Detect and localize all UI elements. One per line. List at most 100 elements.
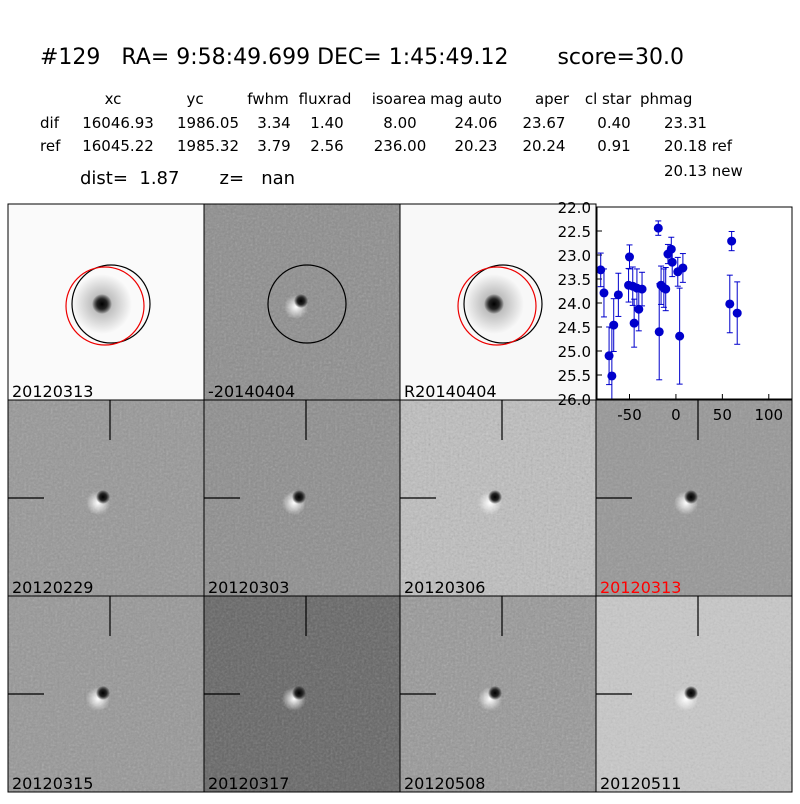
distance: dist= 1.87 z= nan: [80, 168, 295, 189]
table-extra: 20.13 new: [664, 162, 743, 180]
table-cell: 23.67: [523, 114, 566, 132]
stamp: 20120306: [399, 399, 597, 597]
y-tick-label: 22.0: [558, 199, 591, 217]
stamp-label: 20120511: [600, 774, 681, 793]
point: [607, 371, 617, 381]
point: [609, 320, 619, 330]
point: [732, 308, 742, 318]
table: xc yc fwhm fluxrad isoarea mag auto aper cl sta…: [40, 90, 743, 180]
point: [666, 244, 676, 254]
source: [292, 686, 306, 700]
stamp: 20120511: [595, 595, 793, 793]
column-header: fluxrad: [299, 90, 352, 108]
stamp-label: -20140404: [208, 382, 295, 401]
point: [667, 257, 677, 267]
table-cell: 20.18 ref: [664, 137, 733, 155]
table-cell: 1985.32: [177, 137, 239, 155]
point: [727, 236, 737, 246]
stamp-label: 20120313: [12, 382, 93, 401]
table-cell: 20.23: [455, 137, 498, 155]
table-cell: 1986.05: [177, 114, 239, 132]
column-header: yc: [186, 90, 203, 108]
stamps: 20120313 -20140404 R20140404 20120229 201203…: [7, 203, 793, 793]
source: [684, 686, 698, 700]
stamp-label: 20120313: [600, 578, 681, 597]
column-header: fwhm: [247, 90, 288, 108]
point: [613, 290, 623, 300]
column-header: mag auto: [430, 90, 502, 108]
source: [294, 294, 308, 308]
table-cell: 24.06: [455, 114, 498, 132]
point: [625, 252, 634, 262]
point-group: [725, 274, 735, 334]
y-tick-label: 22.5: [558, 223, 591, 241]
point: [599, 288, 609, 298]
table-cell: 3.79: [257, 137, 290, 155]
point-group: [653, 220, 663, 236]
column-header: isoarea: [372, 90, 427, 108]
y-tick-label: 23.0: [558, 247, 591, 265]
table-cell: 1.40: [310, 114, 343, 132]
source: [96, 490, 110, 504]
point: [654, 327, 664, 337]
table-cell: 0.40: [597, 114, 630, 132]
column-header: aper: [535, 90, 570, 108]
y-tick-label: 24.5: [558, 319, 591, 337]
point-group: [666, 236, 676, 262]
source: [488, 686, 502, 700]
table-cell: 2.56: [310, 137, 343, 155]
point: [634, 304, 644, 314]
point: [725, 299, 735, 309]
stamp: 20120313: [7, 203, 205, 401]
point: [653, 223, 663, 233]
y-tick-label: 25.5: [558, 367, 591, 385]
source: [292, 490, 306, 504]
stamp: 20120229: [7, 399, 205, 597]
point-group: [597, 252, 606, 288]
column-header: xc: [105, 90, 122, 108]
y-tick-label: 26.0: [558, 391, 591, 409]
point-group: [609, 298, 619, 352]
source: [96, 686, 110, 700]
y-tick-label: 23.5: [558, 271, 591, 289]
aperture-ref: [457, 266, 537, 346]
table-cell: 16046.93: [82, 114, 154, 132]
source: [484, 294, 504, 314]
column-header: cl star: [585, 90, 632, 108]
column-header: phmag: [640, 90, 692, 108]
table-cell: 20.24: [523, 137, 566, 155]
aperture-ref: [65, 266, 145, 346]
stamp: 20120315: [7, 595, 205, 793]
plot: 22.0 22.5 23.0 23.5 24.0 24.5 25.0 25.5 26.0 -50 0…: [558, 199, 793, 424]
x-tick-label: 0: [671, 406, 681, 424]
aperture: [267, 264, 347, 344]
point-group: [732, 281, 742, 345]
point-group: [637, 271, 647, 307]
point-group: [625, 244, 634, 270]
stamp-label: 20120508: [404, 774, 485, 793]
table-cell: ref: [40, 137, 61, 155]
x-tick-label: -50: [617, 406, 642, 424]
point: [661, 284, 671, 294]
stamp-label: 20120317: [208, 774, 289, 793]
table-cell: 3.34: [257, 114, 290, 132]
point: [597, 265, 606, 275]
header-title: #129 RA= 9:58:49.699 DEC= 1:45:49.12 sco…: [40, 45, 684, 70]
point: [629, 318, 639, 328]
point-group: [599, 268, 609, 318]
aperture: [71, 264, 151, 344]
point-group: [634, 287, 644, 332]
source: [488, 490, 502, 504]
stamp-label: 20120303: [208, 578, 289, 597]
table-cell: 0.91: [597, 137, 630, 155]
stamp: 20120317: [203, 595, 401, 793]
point: [604, 351, 614, 361]
y-tick-label: 25.0: [558, 343, 591, 361]
stamp-label: 20120315: [12, 774, 93, 793]
stamp: -20140404: [203, 203, 401, 401]
point: [637, 284, 647, 294]
point-group: [661, 266, 671, 312]
stamp-label: R20140404: [404, 382, 497, 401]
stamp: R20140404: [399, 203, 597, 401]
